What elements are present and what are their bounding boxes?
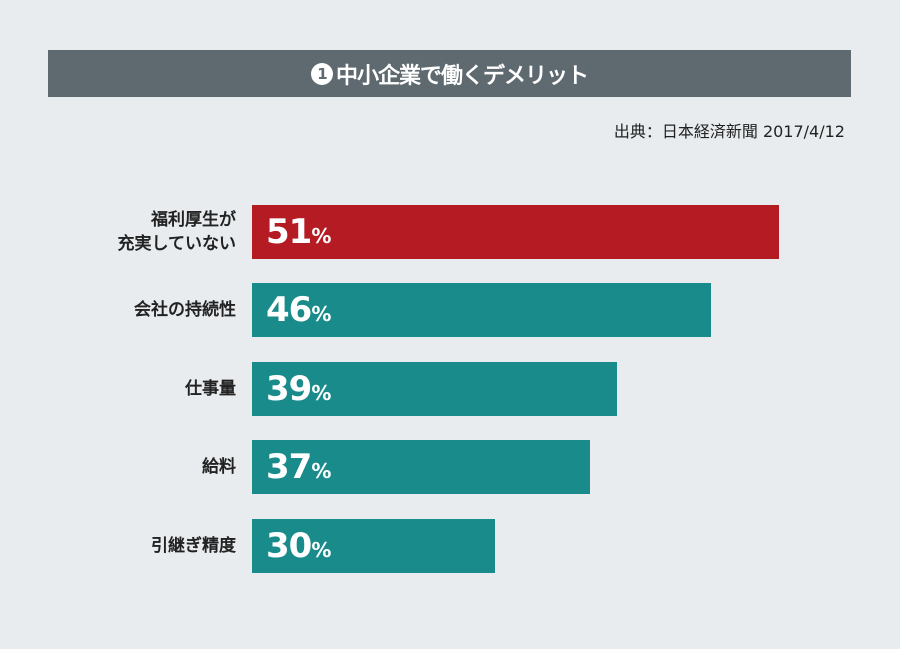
category-label-line: 引継ぎ精度	[151, 536, 236, 556]
category-label: 会社の持続性	[36, 283, 236, 337]
data-label: 39%	[266, 369, 331, 409]
category-label-line: 仕事量	[185, 379, 236, 399]
bar: 37%	[252, 440, 590, 494]
chart-title: 中小企業で働くデメリット	[335, 63, 589, 89]
bar: 51%	[252, 205, 779, 259]
unit-label: %	[311, 538, 331, 562]
bar: 46%	[252, 283, 711, 337]
bar: 39%	[252, 362, 617, 416]
source-note: 出典：日本経済新聞 2017/4/12	[613, 122, 845, 141]
bar: 30%	[252, 519, 495, 573]
data-label: 46%	[266, 290, 331, 330]
unit-label: %	[311, 302, 331, 326]
data-label: 37%	[266, 447, 331, 487]
category-label: 福利厚生が充実していない	[36, 205, 237, 259]
category-label: 仕事量	[36, 362, 236, 416]
unit-label: %	[311, 459, 331, 483]
category-label-line: 充実していない	[117, 234, 237, 254]
category-label: 引継ぎ精度	[36, 519, 236, 573]
category-label-line: 給料	[202, 457, 236, 477]
category-label: 給料	[36, 440, 236, 494]
unit-label: %	[311, 224, 331, 248]
category-label-line: 福利厚生が	[151, 210, 236, 230]
number-badge: 1	[310, 62, 333, 85]
chart-title-bar: 1 中小企業で働くデメリット	[48, 50, 851, 97]
data-label: 51%	[266, 212, 331, 252]
category-label-line: 会社の持続性	[134, 300, 236, 320]
data-label: 30%	[266, 526, 331, 566]
unit-label: %	[311, 381, 331, 405]
